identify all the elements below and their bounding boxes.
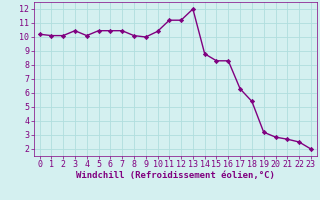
- X-axis label: Windchill (Refroidissement éolien,°C): Windchill (Refroidissement éolien,°C): [76, 171, 275, 180]
